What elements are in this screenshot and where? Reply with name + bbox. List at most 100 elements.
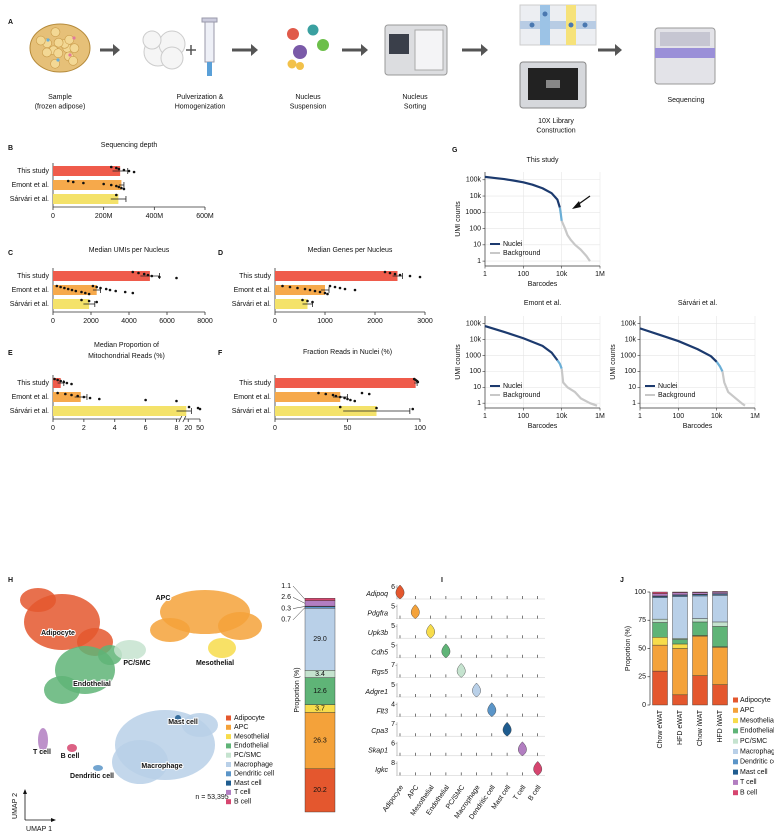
x-tick-label: T cell [512, 784, 528, 802]
data-point [306, 299, 309, 303]
x-axis-label: Barcodes [683, 423, 713, 430]
y-tick-label: 100k [466, 177, 482, 184]
legend-swatch [226, 734, 231, 740]
bar-segment [672, 694, 688, 706]
y-axis-label: UMI counts [610, 344, 617, 380]
sample-icon [64, 34, 75, 45]
gene-label: Adgre1 [364, 689, 388, 696]
step-label: 10X Library [538, 118, 574, 125]
bar [275, 271, 398, 281]
sample-icon [53, 37, 64, 48]
nucleus-icon [287, 59, 297, 69]
data-point [343, 287, 347, 291]
umap-cluster [44, 676, 80, 704]
umap-cluster [93, 765, 103, 771]
chart-title: Sequencing depth [101, 142, 158, 149]
data-point [115, 184, 118, 188]
umap-label: Mesothelial [196, 660, 234, 667]
row-max-label: 5 [391, 603, 395, 610]
x-tick-label: 50 [196, 425, 204, 432]
legend-swatch [733, 728, 738, 734]
bar [275, 392, 341, 402]
umap-label: Dendritic cell [70, 773, 114, 780]
syringe-icon [204, 21, 215, 63]
sorter-icon [414, 29, 444, 71]
category-label: This study [17, 273, 49, 280]
data-point [303, 287, 307, 291]
data-point [80, 290, 83, 294]
bar-segment [712, 591, 728, 593]
legend-label: APC [234, 724, 248, 731]
bar-segment [672, 639, 688, 645]
umap-axis [23, 789, 27, 794]
umap-label: Endothelial [73, 681, 111, 688]
chart-title: Emont et al. [524, 300, 561, 307]
chip-icon [540, 5, 550, 45]
gene-label: Flt3 [376, 708, 388, 715]
data-point [56, 391, 59, 395]
legend-label: PC/SMC [740, 738, 767, 745]
data-point [367, 392, 371, 396]
sample-icon [42, 47, 52, 58]
sample-icon [53, 48, 64, 59]
data-point [108, 288, 112, 292]
step-label: (frozen adipose) [35, 103, 86, 110]
data-point [62, 380, 66, 384]
step-label: Construction [536, 127, 575, 134]
leader-line [292, 607, 306, 621]
umap-cluster [150, 618, 190, 642]
x-tick-label: 0 [51, 425, 55, 432]
y-tick-label: 10 [473, 242, 481, 249]
x-tick-label: 1M [595, 271, 605, 278]
bar [275, 406, 377, 416]
x-tick-label: 2000 [83, 318, 99, 325]
data-point [70, 393, 73, 397]
line-series [560, 220, 591, 262]
legend-swatch [733, 697, 738, 703]
umap-count: n = 53,395 [195, 794, 228, 801]
instrument-icon [546, 80, 560, 88]
gene-label: Igkc [375, 767, 388, 774]
panel-letter: J [620, 577, 624, 584]
sequencer-icon [660, 32, 710, 46]
chip-icon [568, 22, 574, 28]
bar-segment [672, 596, 688, 639]
data-point [71, 180, 75, 184]
data-point [123, 290, 127, 294]
umap-cluster [67, 744, 77, 752]
legend-label: Dendritic cell [740, 759, 774, 766]
category-label: Sárvári et al. [10, 301, 49, 308]
legend-swatch [226, 724, 231, 730]
category-label: Sárvári et al. [232, 301, 271, 308]
bar-segment [304, 608, 336, 671]
x-tick-label: 100 [414, 425, 426, 432]
x-axis-label: Barcodes [528, 423, 558, 430]
violin [502, 721, 512, 737]
panel-letter: E [8, 350, 13, 357]
data-point [115, 166, 118, 170]
x-tick-label: 4000 [121, 318, 137, 325]
category-label: Emont et al. [12, 182, 49, 189]
data-point [158, 275, 161, 279]
data-point [70, 382, 73, 386]
x-tick-label: 0 [273, 318, 277, 325]
legend-label: Macrophage [740, 748, 774, 755]
umap-label: T cell [33, 749, 51, 756]
data-point [53, 377, 56, 381]
data-point [146, 273, 150, 277]
row-max-label: 7 [391, 662, 395, 669]
leader-line [292, 597, 306, 604]
bar-segment [712, 684, 728, 706]
x-tick-label: 50 [344, 425, 352, 432]
gene-label: Skap1 [368, 748, 388, 755]
syringe-icon [207, 62, 212, 76]
x-tick-label: 0 [51, 213, 55, 220]
legend-label: Mesothelial [740, 717, 774, 724]
bar-segment [304, 677, 336, 705]
legend-label: Nuclei [503, 383, 523, 390]
bar-segment [692, 595, 708, 619]
annotation-arrow [572, 201, 581, 209]
bar-segment [672, 591, 688, 593]
